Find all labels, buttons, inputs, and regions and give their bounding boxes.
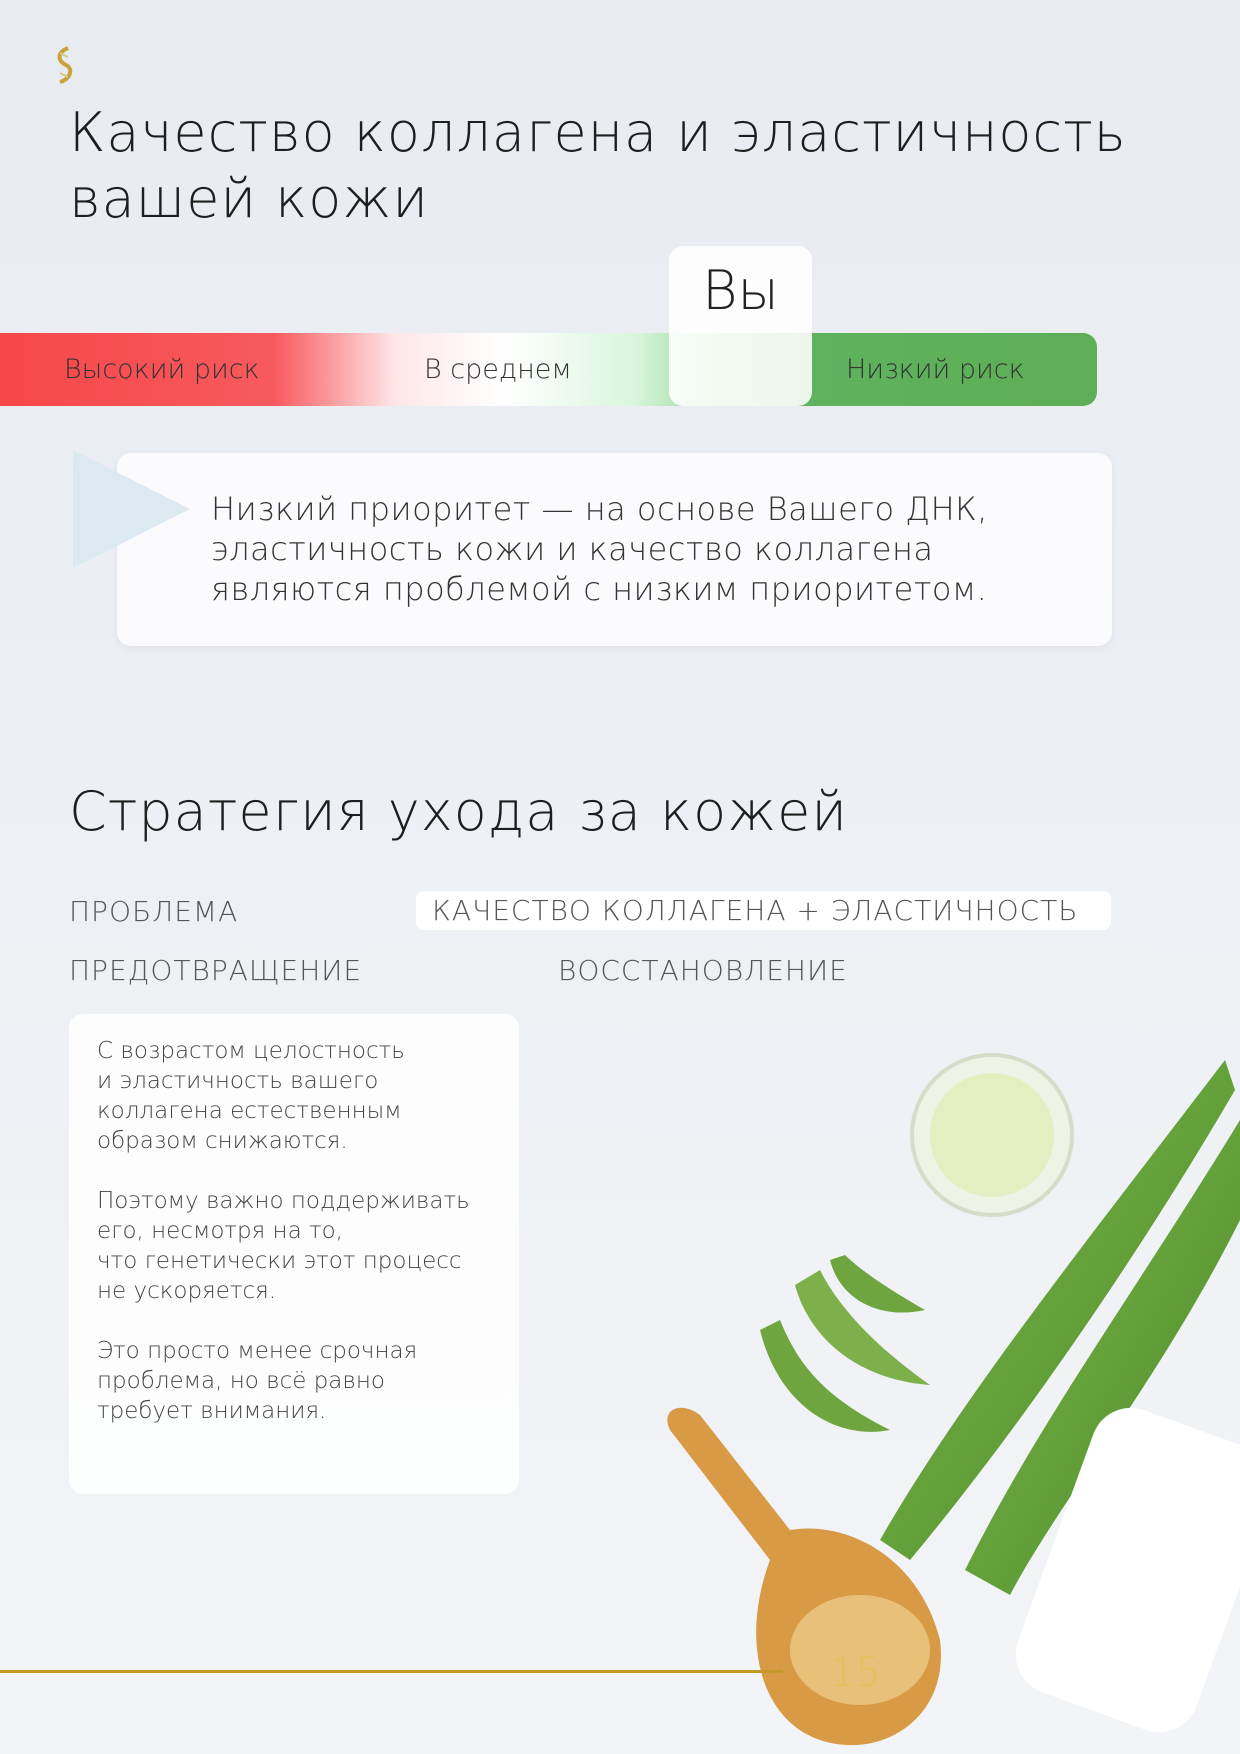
you-marker: Вы	[669, 246, 812, 406]
page-title: Качество коллагена и эластичность вашей …	[69, 101, 1127, 230]
play-triangle-icon	[73, 450, 190, 568]
strategy-title: Стратегия ухода за кожей	[69, 780, 848, 843]
problem-value: КАЧЕСТВО КОЛЛАГЕНА + ЭЛАСТИЧНОСТЬ	[416, 891, 1111, 930]
callout-text: Низкий приоритет — на основе Вашего ДНК,…	[211, 490, 988, 608]
high-risk-label: Высокий риск	[64, 354, 260, 385]
prevention-paragraph: С возрастом целостность и эластичность в…	[97, 1038, 405, 1154]
recovery-label: ВОССТАНОВЛЕНИЕ	[558, 954, 848, 987]
priority-callout: Низкий приоритет — на основе Вашего ДНК,…	[117, 453, 1112, 646]
prevention-paragraph: Это просто менее срочная проблема, но вс…	[97, 1338, 418, 1424]
you-label: Вы	[702, 259, 779, 322]
prevention-paragraph: Поэтому важно поддерживать его, несмотря…	[97, 1188, 470, 1304]
average-risk-label: В среднем	[424, 354, 572, 385]
prevention-card: С возрастом целостность и эластичность в…	[69, 1014, 519, 1494]
page-number: 15	[830, 1650, 881, 1696]
footer-divider	[0, 1670, 783, 1673]
low-risk-label: Низкий риск	[846, 354, 1025, 385]
risk-scale-bar: Высокий риск В среднем Низкий риск	[0, 333, 1097, 406]
prevention-label: ПРЕДОТВРАЩЕНИЕ	[69, 954, 363, 987]
logo-dna-icon	[50, 45, 80, 85]
problem-label: ПРОБЛЕМА	[69, 895, 239, 928]
